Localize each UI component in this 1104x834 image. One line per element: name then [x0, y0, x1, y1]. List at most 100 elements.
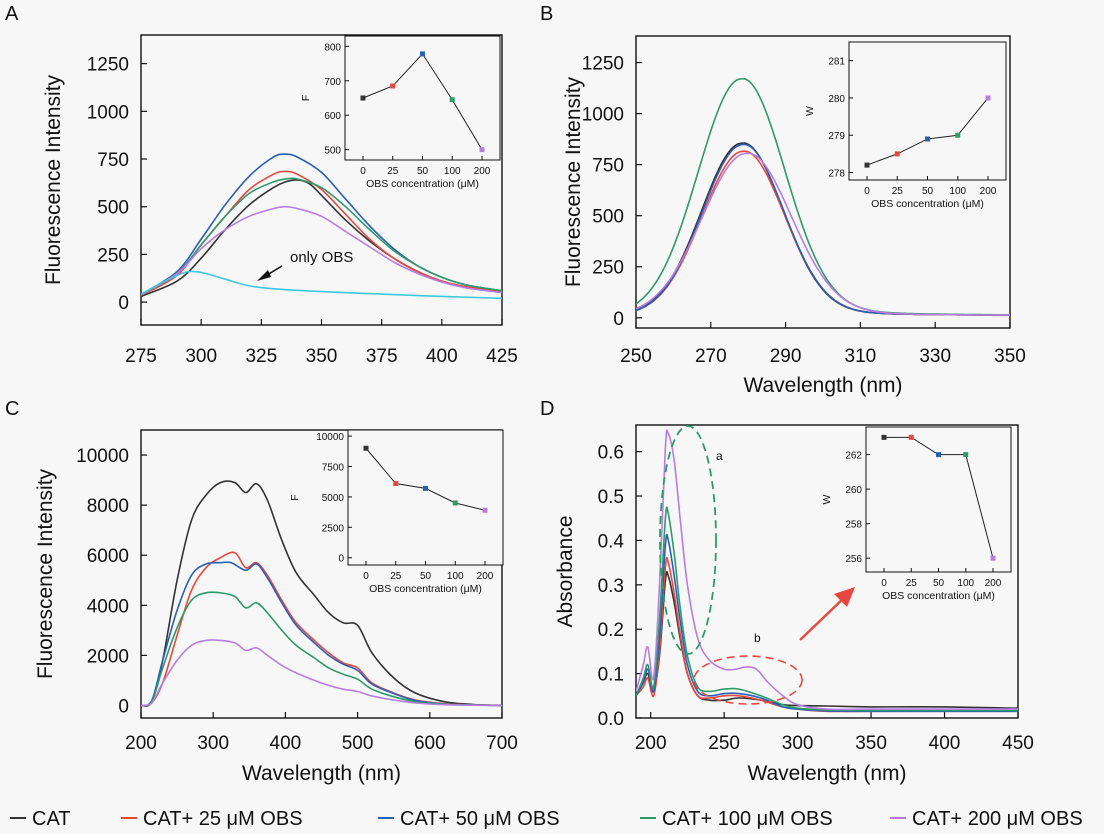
series-line: [141, 561, 502, 707]
x-tick-label: 290: [770, 346, 802, 367]
annotation-arrow-head: [834, 587, 855, 607]
x-tick-label: 400: [426, 346, 458, 367]
inset-x-tick-label: 0: [881, 578, 887, 589]
series-line: [141, 591, 502, 707]
annotation-only-obs: only OBS: [290, 249, 353, 266]
axes-frame: [635, 35, 1011, 329]
y-tick-label: 0.2: [598, 620, 624, 641]
series-line: [141, 270, 502, 300]
x-axis-label: Wavelength (nm): [743, 374, 902, 397]
inset-y-tick-label: 256: [845, 554, 862, 565]
panel-label: D: [540, 398, 554, 420]
legend: CAT CAT+ 25 μM OBS CAT+ 50 μM OBS CAT+ 100 …: [10, 808, 1083, 830]
inset-x-tick-label: 100: [447, 571, 464, 582]
y-tick-label: 500: [592, 207, 624, 228]
inset-x-tick-label: 100: [949, 186, 966, 197]
inset-x-tick-label: 200: [477, 571, 494, 582]
x-tick-label: 250: [708, 733, 740, 754]
y-tick-label: 500: [97, 198, 129, 219]
y-tick-label: 0.5: [598, 487, 624, 508]
inset-x-tick-label: 0: [363, 571, 369, 582]
inset-x-tick-label: 200: [474, 166, 491, 177]
y-tick-label: 0.4: [598, 531, 625, 552]
inset-y-tick-label: 260: [845, 485, 862, 496]
series-line: [141, 177, 502, 296]
inset-marker: [479, 147, 485, 153]
series-line: [141, 205, 502, 296]
panel-label: A: [5, 3, 19, 25]
series-line: [141, 639, 502, 707]
inset-x-tick-label: 50: [933, 578, 945, 589]
y-tick-label: 1250: [87, 55, 129, 76]
series-line: [141, 480, 502, 707]
x-tick-label: 300: [782, 733, 814, 754]
inset-marker: [985, 95, 991, 101]
legend-item: CAT+ 200 μM OBS: [890, 808, 1083, 830]
x-tick-label: 700: [486, 733, 518, 754]
inset-marker: [423, 485, 428, 491]
x-tick-label: 500: [342, 733, 374, 754]
x-tick-label: 300: [197, 733, 229, 754]
inset-marker: [955, 132, 961, 138]
inset-y-tick-label: 280: [828, 94, 845, 105]
x-tick-label: 425: [486, 346, 518, 367]
legend-label: CAT: [32, 808, 71, 830]
x-axis-label: Wavelength (nm): [242, 762, 401, 785]
series-line: [636, 152, 1010, 316]
x-tick-label: 275: [125, 346, 157, 367]
inset-marker: [936, 452, 941, 458]
inset-y-tick-label: 5000: [322, 493, 345, 504]
inset-chart: 0 25 50 100 200 256 258 260 262 OBS concentration…: [821, 426, 1012, 602]
y-tick-label: 1000: [582, 105, 624, 126]
y-tick-label: 0.3: [598, 576, 624, 597]
legend-label: CAT+ 50 μM OBS: [400, 808, 560, 830]
y-axis-label: Fluorescence Intensity: [34, 468, 57, 679]
legend-label: CAT+ 100 μM OBS: [662, 808, 833, 830]
legend-item: CAT+ 25 μM OBS: [121, 808, 303, 830]
series-group: [141, 153, 502, 300]
inset-y-axis-label: F: [289, 494, 301, 500]
inset-x-axis-label: OBS concentration (μM): [871, 198, 984, 210]
x-tick-label: 600: [414, 733, 446, 754]
x-tick-label: 450: [1002, 733, 1034, 754]
x-tick-label: 350: [994, 346, 1026, 367]
series-group: [141, 480, 502, 707]
inset-marker: [894, 151, 900, 157]
inset-x-tick-label: 50: [420, 571, 432, 582]
x-tick-label: 330: [919, 346, 951, 367]
inset-x-tick-label: 200: [985, 578, 1002, 589]
axes-frame: [635, 424, 1019, 719]
inset-y-tick-label: 500: [324, 146, 341, 157]
annotation-arrow-shaft: [799, 595, 847, 641]
x-tick-label: 350: [306, 346, 338, 367]
inset-frame: [347, 429, 504, 566]
y-axis-label: Absorbance: [554, 515, 577, 627]
inset-y-tick-label: 7500: [322, 462, 345, 473]
series-group: [636, 429, 1018, 713]
inset-marker: [925, 136, 930, 142]
panel-label: B: [540, 3, 553, 25]
inset-x-tick-label: 0: [360, 166, 366, 177]
x-tick-label: 270: [695, 346, 727, 367]
inset-x-axis-label: OBS concentration (μM): [882, 590, 995, 602]
inset-y-tick-label: 0: [338, 554, 344, 565]
x-tick-label: 310: [845, 346, 877, 367]
inset-marker: [393, 481, 399, 487]
inset-marker: [360, 95, 366, 101]
y-tick-label: 8000: [87, 496, 129, 517]
inset-x-tick-label: 200: [980, 186, 997, 197]
inset-y-axis-label: W: [804, 106, 816, 116]
inset-y-tick-label: 2500: [322, 523, 345, 534]
legend-item: CAT+ 100 μM OBS: [640, 808, 833, 830]
inset-frame: [344, 35, 501, 161]
y-tick-label: 750: [97, 150, 129, 171]
inset-marker: [390, 83, 396, 89]
legend-label: CAT+ 25 μM OBS: [143, 808, 303, 830]
y-tick-label: 0.1: [598, 665, 624, 686]
inset-marker: [963, 452, 969, 458]
